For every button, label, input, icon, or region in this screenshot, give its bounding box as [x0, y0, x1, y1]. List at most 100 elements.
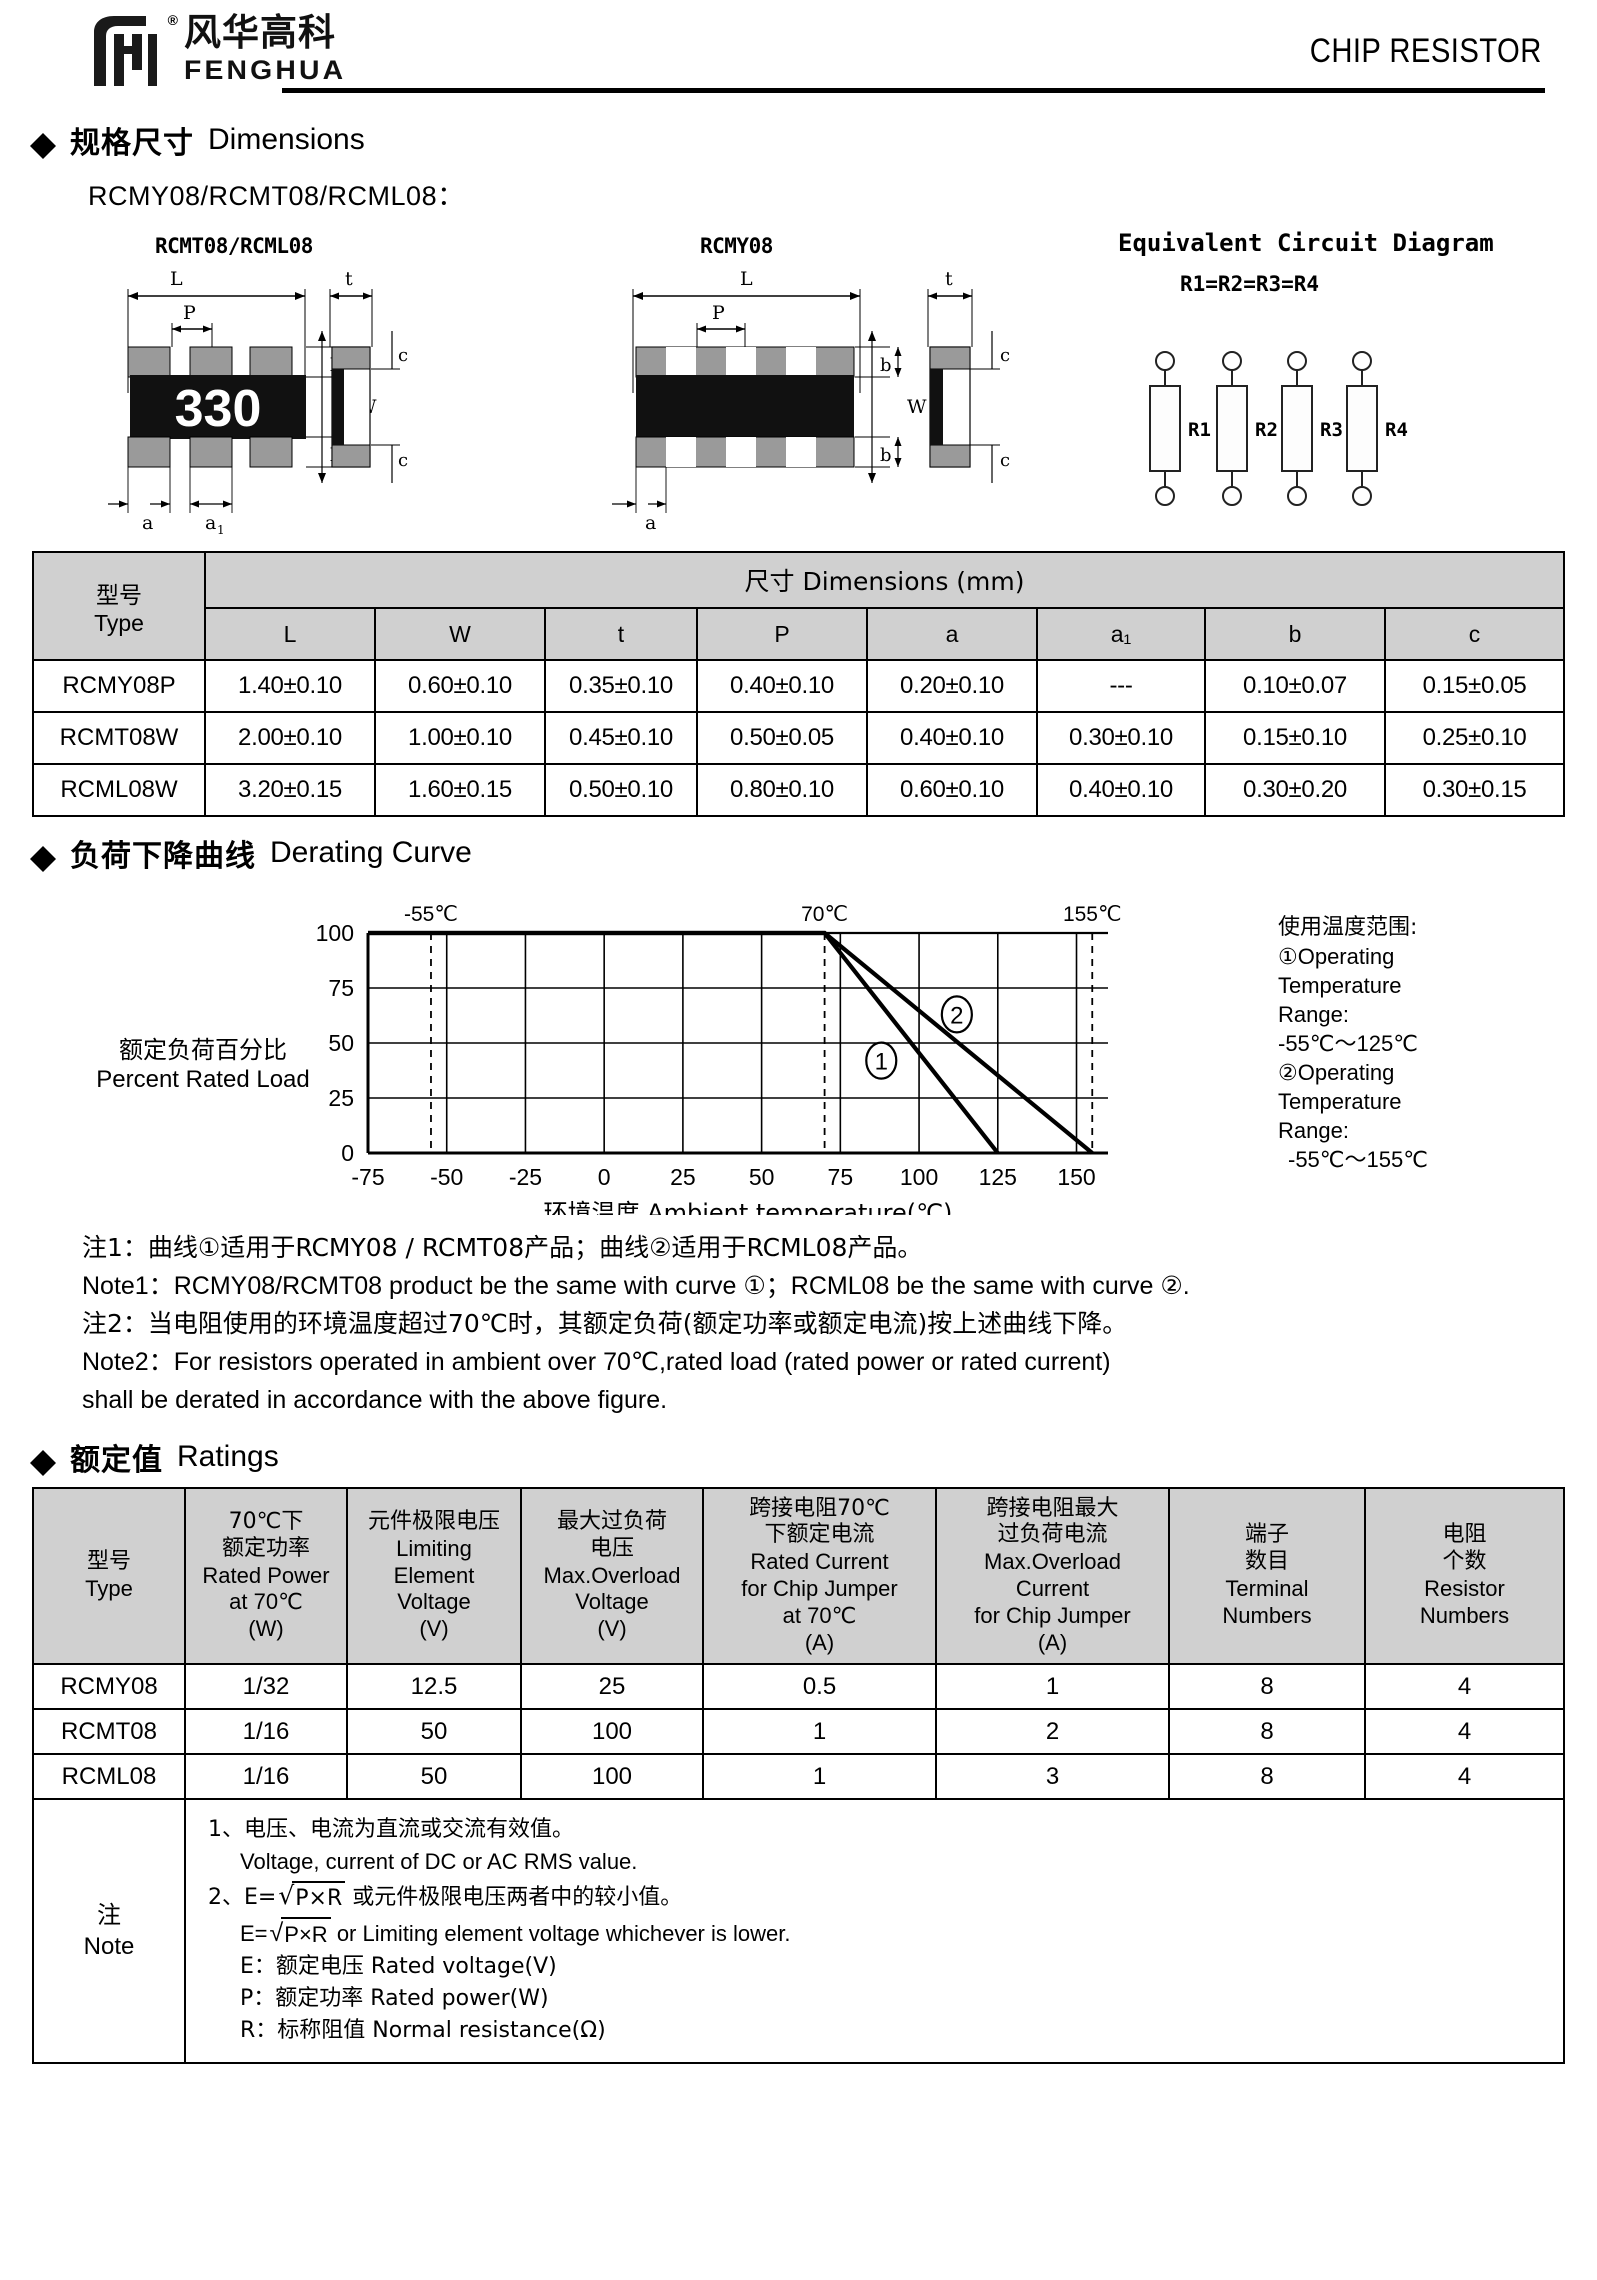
dimensions-cell: 0.30±0.20 — [1204, 763, 1386, 817]
ratings-cell: 50 — [346, 1708, 522, 1755]
note-line-5: E：额定电压 Rated voltage(V) — [240, 1954, 557, 1980]
table-row: RCMY08 1/32 12.5 25 0.5 1 8 4 — [32, 1663, 1565, 1710]
ratings-cell: 3 — [935, 1753, 1170, 1800]
svg-text:L: L — [740, 268, 753, 290]
table-row: RCMT08W 2.00±0.10 1.00±0.10 0.45±0.10 0.… — [32, 711, 1566, 765]
svg-text:50: 50 — [328, 1030, 354, 1056]
drawings-svg: RCMT08/RCML08 L P 330 b b — [108, 229, 1494, 537]
ratings-cell: 4 — [1364, 1753, 1565, 1800]
dimensions-cell: 1.00±0.10 — [374, 711, 546, 765]
ratings-col-resistor-numbers: 电阻 个数 Resistor Numbers — [1364, 1487, 1565, 1665]
svg-text:a: a — [645, 512, 656, 534]
section-heading-dimensions: 规格尺寸 Dimensions — [30, 118, 1597, 162]
ratings-col-type: 型号 Type — [32, 1487, 186, 1665]
dimensions-col-b: b — [1204, 607, 1386, 661]
svg-text:75: 75 — [328, 975, 354, 1001]
dimensions-cell: 0.25±0.10 — [1383, 711, 1566, 765]
derating-note-2-en-cont: shall be derated in accordance with the … — [82, 1386, 668, 1414]
page-header: ® 风华高科 FENGHUA CHIP RESISTOR — [0, 0, 1597, 118]
formula-radicand-en: P×R — [281, 1916, 331, 1951]
derating-chart-svg: -55℃ 70℃ 155℃ 0 25 50 75 100 -75 -50 -25 0 25 50 75 100… — [316, 903, 1122, 1227]
svg-text:W: W — [907, 396, 927, 418]
resistor-symbol-r1: R1 — [1149, 351, 1211, 506]
logo-company-name-cn: 风华高科 — [184, 11, 336, 54]
svg-text:-50: -50 — [430, 1164, 463, 1190]
dimensions-col-w: W — [374, 607, 546, 661]
formula-suffix-en: or Limiting element voltage whichever is… — [336, 1920, 791, 1946]
chart-y-axis-title-cn: 额定负荷百分比 — [119, 1036, 287, 1064]
ratings-cell: 1/16 — [184, 1753, 348, 1800]
resistor-symbol-r2: R2 — [1216, 351, 1278, 506]
ratings-col-type-en: Type — [85, 1576, 133, 1601]
note-label: 注 Note — [32, 1798, 186, 2064]
ratings-cell: 0.5 — [702, 1663, 937, 1710]
ratings-heading-en: Ratings — [177, 1440, 279, 1473]
dimensions-col-c: c — [1383, 607, 1566, 661]
legend-line-8: -55℃～155℃ — [1288, 1147, 1428, 1173]
ratings-cell: 1 — [702, 1753, 937, 1800]
page-title: CHIP RESISTOR — [1310, 32, 1542, 70]
svg-text:0: 0 — [341, 1140, 354, 1166]
ratings-cell: 8 — [1168, 1708, 1366, 1755]
resistor-symbol-r3: R3 — [1281, 351, 1343, 506]
dimensions-cell: 0.60±0.10 — [866, 763, 1038, 817]
svg-text:t: t — [945, 268, 953, 290]
dimensions-cell: 0.15±0.10 — [1204, 711, 1386, 765]
derating-note-2-cn: 注2：当电阻使用的环境温度超过70℃时，其额定负荷(额定功率或额定电流)按上述曲… — [82, 1309, 1128, 1338]
sqrt-icon: √P×R — [268, 1915, 331, 1952]
dimensions-row-type: RCMY08P — [32, 659, 206, 713]
svg-text:a: a — [205, 512, 216, 534]
derating-notes: 注1：曲线①适用于RCMY08 / RCMT08产品；曲线②适用于RCML08产… — [82, 1229, 1597, 1419]
svg-text:1: 1 — [217, 523, 225, 537]
svg-text:2: 2 — [950, 1002, 963, 1029]
dimensions-heading-cn: 规格尺寸 — [70, 126, 194, 161]
section-heading-derating: 负荷下降曲线 Derating Curve — [30, 831, 1597, 875]
svg-text:50: 50 — [749, 1164, 775, 1190]
dimensions-subtitle: RCMY08/RCMT08/RCML08： — [88, 181, 465, 211]
ratings-col-max-overload-voltage: 最大过负荷 电压 Max.Overload Voltage (V) — [520, 1487, 704, 1665]
svg-text:125: 125 — [979, 1164, 1017, 1190]
logo-company-name-en: FENGHUA — [184, 55, 347, 85]
svg-text:70℃: 70℃ — [801, 903, 848, 926]
note-line-7: R：标称阻值 Normal resistance(Ω) — [240, 2018, 606, 2044]
svg-text:155℃: 155℃ — [1063, 903, 1122, 926]
svg-text:0: 0 — [598, 1164, 611, 1190]
dimensions-cell: 0.50±0.05 — [696, 711, 868, 765]
svg-text:100: 100 — [316, 920, 354, 946]
ratings-cell: 12.5 — [346, 1663, 522, 1710]
svg-text:R4: R4 — [1385, 419, 1408, 441]
dimensions-span-header: 尺寸 Dimensions (mm) — [203, 551, 1566, 609]
legend-line-2: Temperature — [1278, 973, 1402, 999]
diamond-bullet-icon — [30, 1437, 56, 1476]
svg-text:R3: R3 — [1320, 419, 1343, 441]
ratings-cell: 25 — [520, 1663, 704, 1710]
table-row: RCMY08P 1.40±0.10 0.60±0.10 0.35±0.10 0.… — [32, 659, 1566, 713]
derating-note-2-en: Note2：For resistors operated in ambient … — [82, 1348, 1111, 1376]
dimensions-col-l: L — [204, 607, 376, 661]
table-row: RCML08W 3.20±0.15 1.60±0.15 0.50±0.10 0.… — [32, 763, 1566, 817]
svg-text:c: c — [398, 345, 408, 366]
ratings-cell: 8 — [1168, 1753, 1366, 1800]
derating-heading-en: Derating Curve — [270, 836, 472, 869]
note-label-en: Note — [83, 1932, 135, 1960]
dimensions-cell: 0.60±0.10 — [374, 659, 546, 713]
svg-text:1: 1 — [875, 1049, 888, 1076]
table-row: RCMT08 1/16 50 100 1 2 8 4 — [32, 1708, 1565, 1755]
legend-line-7: Range: — [1278, 1118, 1349, 1144]
ratings-col-limiting-voltage: 元件极限电压 Limiting Element Voltage (V) — [346, 1487, 522, 1665]
formula-suffix: 或元件极限电压两者中的较小值。 — [352, 1885, 683, 1911]
legend-line-6: Temperature — [1278, 1089, 1402, 1115]
legend-line-0: 使用温度范围: — [1278, 915, 1418, 940]
ratings-cell: 1/32 — [184, 1663, 348, 1710]
legend-line-3: Range: — [1278, 1002, 1349, 1028]
note-line-3-formula: 2、E=√P×R 或元件极限电压两者中的较小值。 — [208, 1878, 1563, 1915]
dimensions-cell: 0.30±0.10 — [1036, 711, 1206, 765]
ratings-cell: 1/16 — [184, 1708, 348, 1755]
formula-radicand: P×R — [292, 1881, 346, 1915]
dimensions-cell: 0.30±0.15 — [1383, 763, 1566, 817]
svg-text:t: t — [345, 268, 353, 290]
svg-text:a: a — [142, 512, 153, 534]
dimensions-cell: 1.60±0.15 — [374, 763, 546, 817]
note-content: 1、电压、电流为直流或交流有效值。 Voltage, current of DC… — [184, 1798, 1565, 2064]
derating-chart: -55℃ 70℃ 155℃ 0 25 50 75 100 -75 -50 -25 0 25 50 75 100… — [300, 885, 1290, 1227]
